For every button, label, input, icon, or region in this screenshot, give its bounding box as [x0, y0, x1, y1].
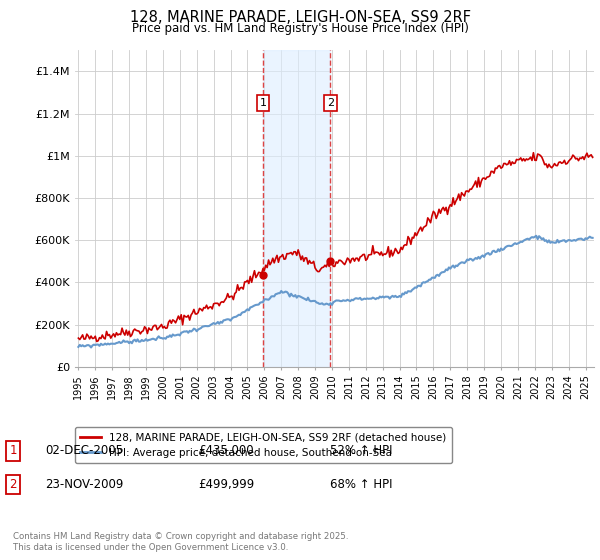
Text: 128, MARINE PARADE, LEIGH-ON-SEA, SS9 2RF: 128, MARINE PARADE, LEIGH-ON-SEA, SS9 2R…: [130, 10, 470, 25]
Text: 2: 2: [327, 98, 334, 108]
Text: 1: 1: [259, 98, 266, 108]
Text: Contains HM Land Registry data © Crown copyright and database right 2025.
This d: Contains HM Land Registry data © Crown c…: [13, 532, 349, 552]
Text: 68% ↑ HPI: 68% ↑ HPI: [330, 478, 392, 491]
Text: £435,000: £435,000: [198, 444, 254, 458]
Legend: 128, MARINE PARADE, LEIGH-ON-SEA, SS9 2RF (detached house), HPI: Average price, : 128, MARINE PARADE, LEIGH-ON-SEA, SS9 2R…: [75, 427, 452, 463]
Text: 23-NOV-2009: 23-NOV-2009: [45, 478, 124, 491]
Bar: [263, 50, 330, 367]
Text: 02-DEC-2005: 02-DEC-2005: [45, 444, 123, 458]
Text: £499,999: £499,999: [198, 478, 254, 491]
Text: 2: 2: [10, 478, 17, 491]
Text: 1: 1: [10, 444, 17, 458]
Text: 52% ↑ HPI: 52% ↑ HPI: [330, 444, 392, 458]
Text: Price paid vs. HM Land Registry's House Price Index (HPI): Price paid vs. HM Land Registry's House …: [131, 22, 469, 35]
